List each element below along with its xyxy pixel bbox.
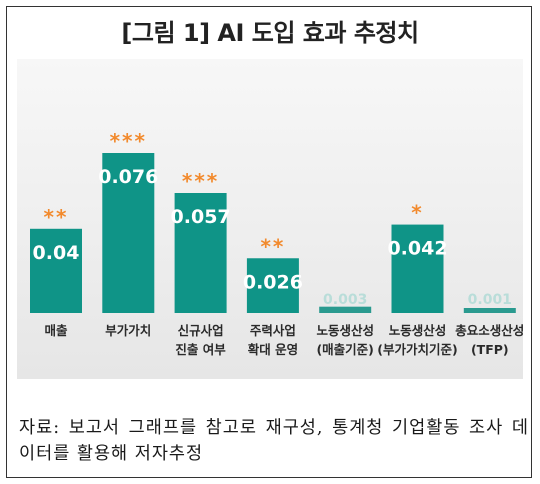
bar — [30, 228, 82, 313]
category-label: 부가가치 — [105, 323, 151, 338]
category-label: 매출 — [44, 323, 68, 338]
source-note: 자료: 보고서 그래프를 참고로 재구성, 통계청 기업활동 조사 데이터를 활… — [19, 418, 529, 464]
bar — [174, 193, 227, 313]
bar-value-label: 0.042 — [387, 238, 447, 260]
bar — [463, 308, 516, 313]
figure-frame: [그림 1] AI 도입 효과 추정치 0.04 ** 매출 0.076 *** 부가가치… — [6, 6, 532, 478]
category-label: 진출 여부 — [175, 342, 226, 357]
bar — [319, 306, 372, 313]
bar-value-label: 0.026 — [243, 271, 303, 293]
category-label: 노동생산성 — [316, 323, 374, 338]
chart-title: [그림 1] AI 도입 효과 추정치 — [121, 19, 419, 47]
significance-stars: ** — [260, 234, 285, 258]
bar — [246, 258, 299, 313]
significance-stars: ** — [44, 205, 69, 229]
category-label: 총요소생산성 — [455, 323, 524, 338]
bar-value-label: 0.04 — [33, 242, 80, 264]
bar — [102, 153, 155, 313]
bar-value-label: 0.057 — [171, 206, 231, 228]
bar-value-label: 0.001 — [468, 292, 512, 308]
category-label: (TFP) — [471, 342, 509, 357]
significance-stars: * — [411, 201, 423, 225]
bar-value-label: 0.076 — [98, 166, 158, 188]
category-label: 확대 운영 — [248, 342, 298, 357]
category-label: 신규사업 — [178, 323, 224, 338]
significance-stars: *** — [110, 129, 147, 153]
bar-value-label: 0.003 — [323, 292, 367, 308]
category-label: 노동생산성 — [389, 323, 447, 338]
category-label: 주력사업 — [250, 323, 296, 338]
category-label: (매출기준) — [316, 342, 373, 357]
significance-stars: *** — [182, 169, 219, 193]
bar — [391, 224, 444, 313]
category-label: (부가가치기준) — [377, 342, 457, 357]
chart-area — [17, 59, 523, 379]
